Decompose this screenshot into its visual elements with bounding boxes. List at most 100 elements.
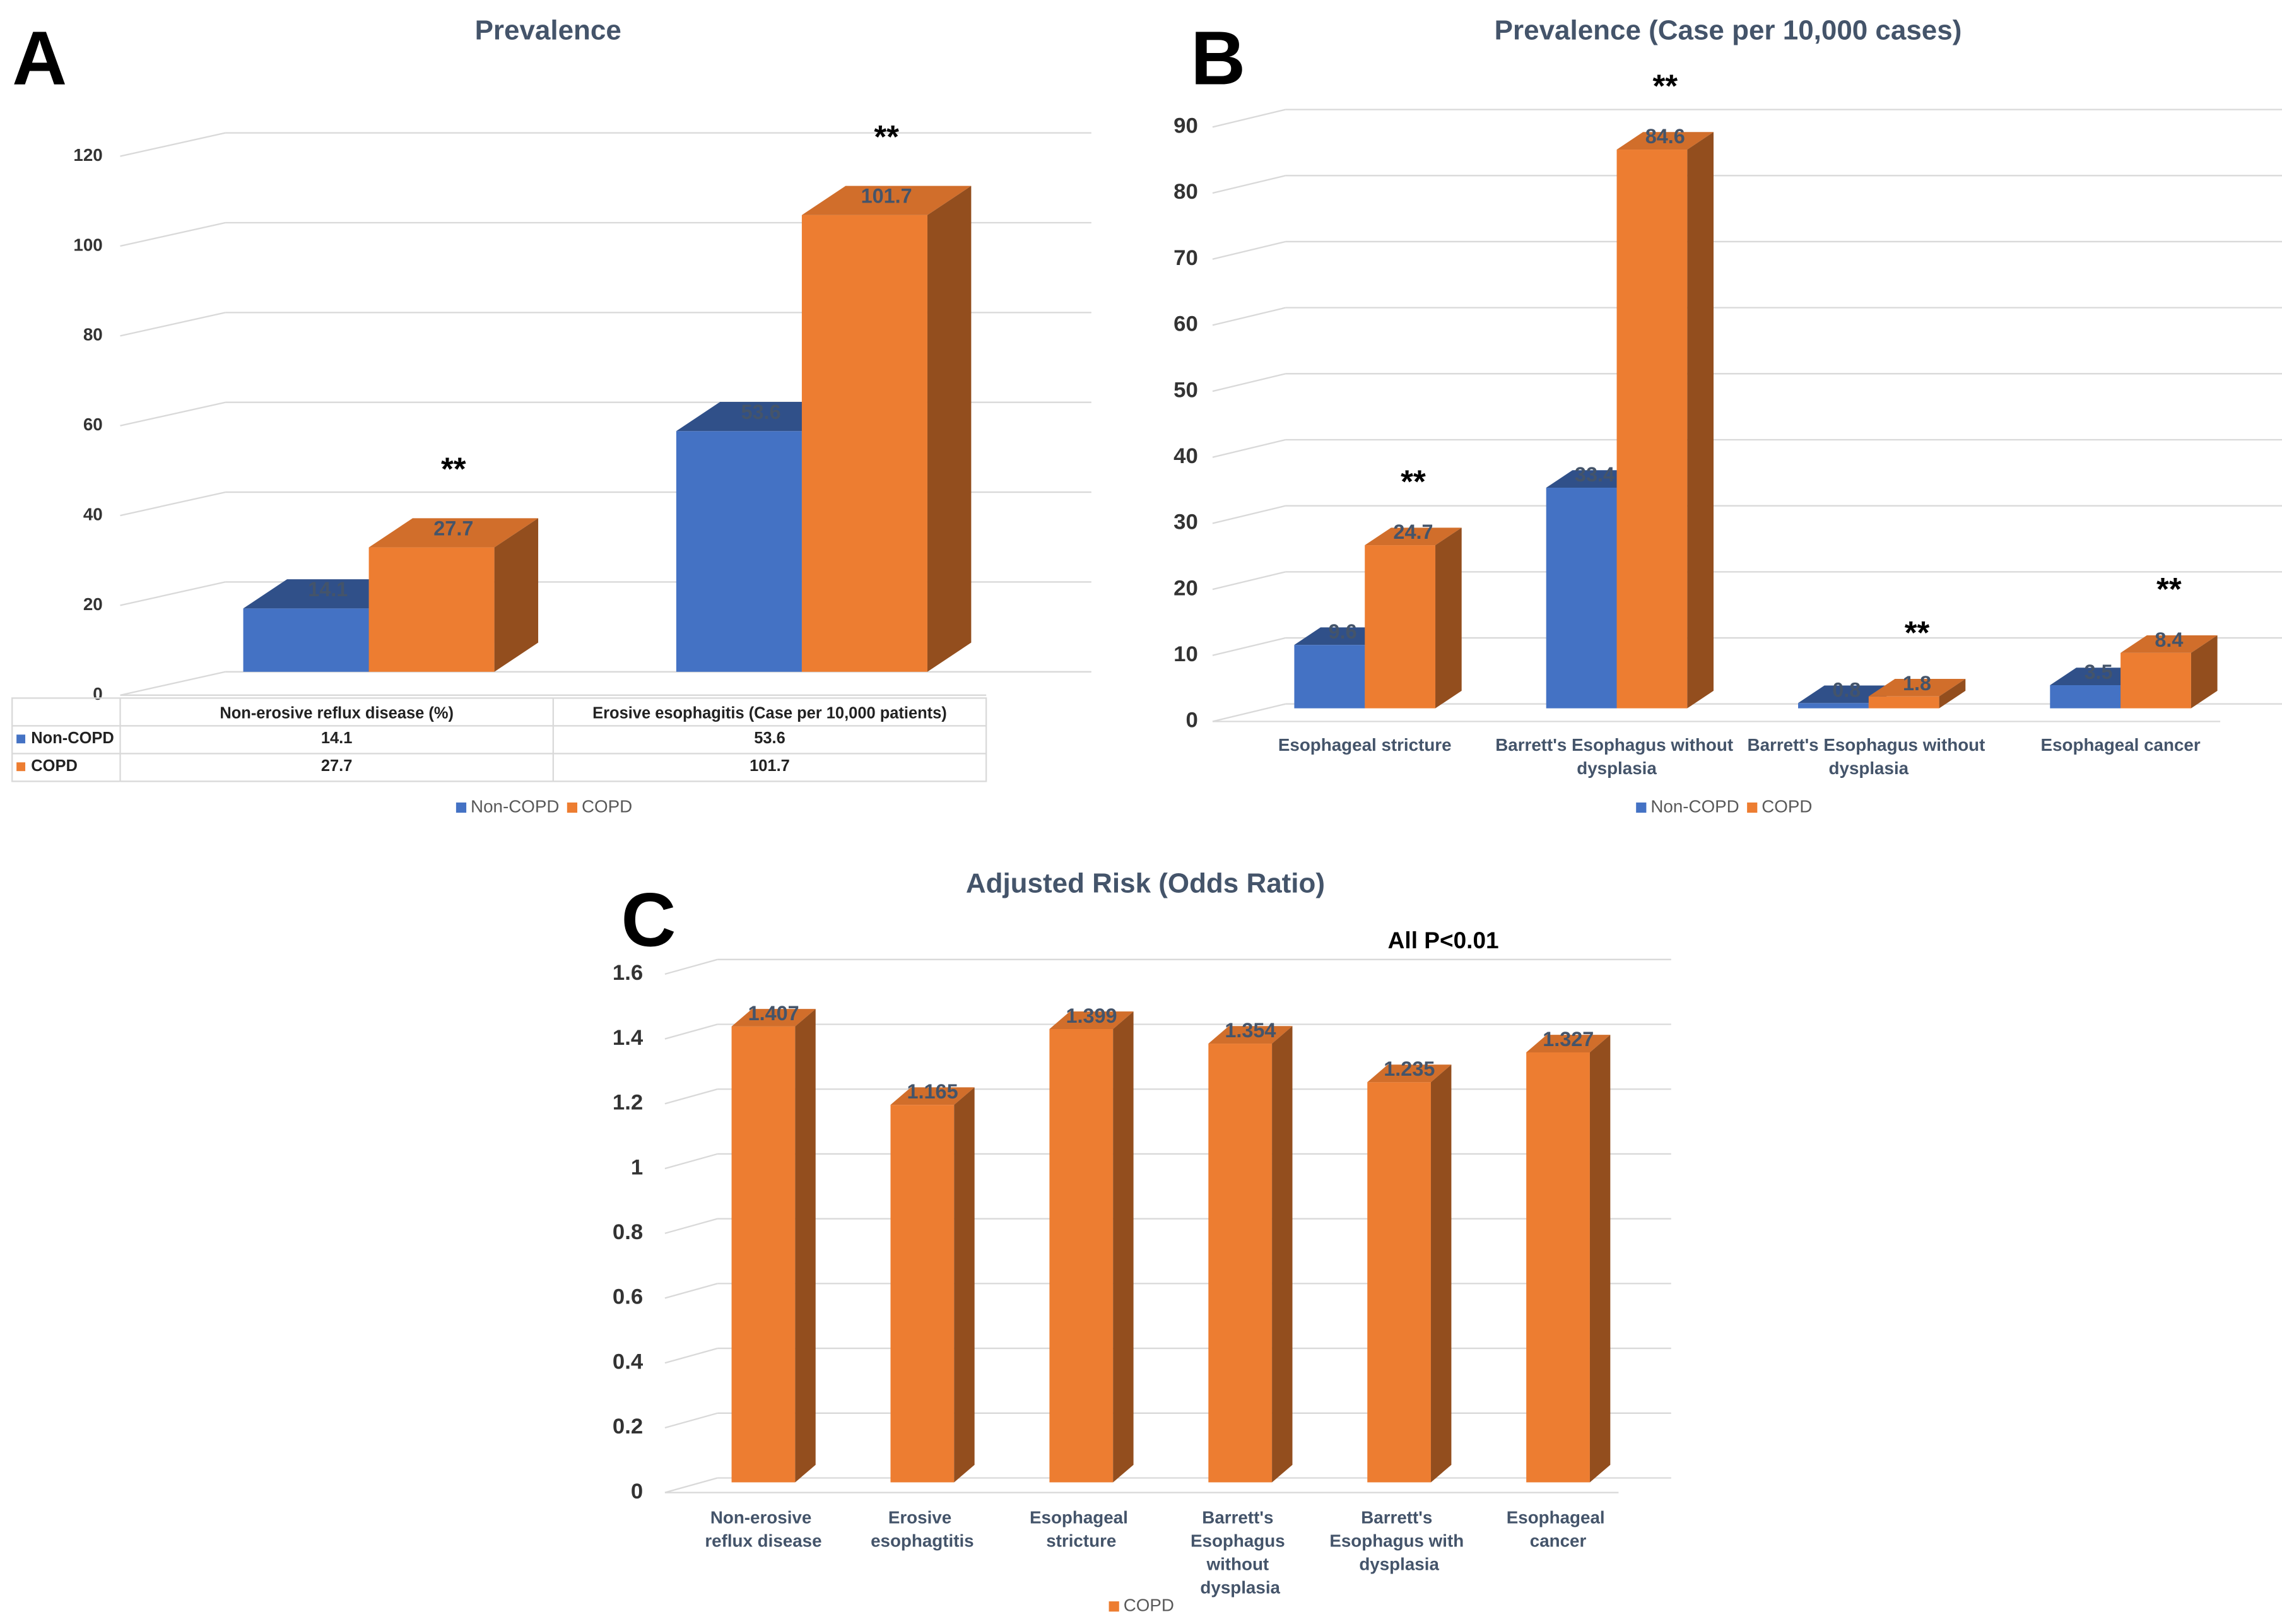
grid-line: [1212, 637, 1286, 656]
data-label: 1.399: [1066, 1004, 1117, 1027]
bar-front: [676, 431, 802, 672]
annotation: All P<0.01: [1388, 927, 1499, 953]
data-table: [11, 697, 987, 782]
y-tick-label: 1: [631, 1155, 643, 1179]
data-label: 0.8: [1832, 678, 1861, 701]
grid-line: [664, 958, 718, 975]
significance-mark: **: [441, 451, 466, 487]
legend-label: COPD: [582, 796, 632, 816]
bar-top: [1616, 132, 1714, 150]
x-tick-label: Barrett's Esophagus without dysplasia: [1495, 735, 1738, 778]
bar-side: [1687, 132, 1714, 709]
y-tick-label: 0.2: [613, 1415, 643, 1439]
data-label: 1.327: [1543, 1028, 1594, 1050]
grid-line: [1212, 571, 1286, 591]
significance-mark: **: [1905, 615, 1930, 650]
grid-line: [120, 132, 226, 157]
grid-line: [664, 1412, 718, 1429]
grid-line: [664, 1088, 718, 1105]
data-label: 27.7: [433, 517, 473, 539]
table-legend-key: [16, 734, 26, 744]
bar-side: [1435, 527, 1462, 709]
data-label: 8.4: [2155, 628, 2183, 651]
bar-front: [243, 608, 369, 672]
y-tick-label: 50: [1173, 378, 1198, 402]
legend-key: [456, 802, 467, 813]
x-tick-label: Esophageal stricture: [1278, 735, 1452, 755]
grid-line: [1212, 373, 1286, 392]
x-tick-label: Esophageal cancer: [1507, 1508, 1610, 1551]
data-label: 1.8: [1903, 672, 1931, 695]
significance-mark: **: [2156, 571, 2182, 607]
y-tick-label: 100: [73, 235, 102, 254]
bar-front: [1546, 488, 1617, 709]
x-tick-label: Esophageal cancer: [2041, 735, 2201, 755]
y-tick-label: 30: [1173, 510, 1198, 534]
grid-line: [664, 1023, 718, 1040]
bar-top: [1868, 679, 1966, 697]
bar-top: [1208, 1026, 1293, 1044]
grid-line: [664, 1477, 718, 1493]
legend-key: [1636, 802, 1647, 813]
table-row-label: COPD: [31, 757, 78, 775]
bar-front: [1616, 150, 1688, 709]
bar-front: [890, 1105, 955, 1483]
y-tick-label: 20: [83, 594, 103, 614]
significance-mark: **: [874, 119, 899, 155]
bar-front: [2050, 685, 2121, 709]
panel-letter: A: [12, 16, 67, 101]
bar-side: [1431, 1064, 1452, 1483]
y-tick-label: 10: [1173, 642, 1198, 666]
bar-top: [890, 1087, 975, 1105]
y-tick-label: 70: [1173, 246, 1198, 270]
data-label: 9.6: [1329, 620, 1357, 643]
data-label: 1.407: [748, 1002, 799, 1025]
legend-label: COPD: [1124, 1596, 1174, 1615]
chart-title: Prevalence: [475, 15, 621, 46]
table-legend-key: [16, 762, 26, 772]
grid-line: [120, 491, 226, 517]
bar-side: [1272, 1026, 1293, 1483]
bar-front: [368, 547, 495, 672]
legend-key: [567, 802, 578, 813]
grid-line: [1212, 240, 1286, 260]
data-label: 14.1: [308, 578, 348, 601]
x-tick-label: Barrett's Esophagus without dysplasia: [1191, 1508, 1290, 1598]
x-tick-label: Esophageal stricture: [1030, 1508, 1133, 1551]
grid-line: [664, 1153, 718, 1170]
x-tick-label: Barrett's Esophagus without dysplasia: [1748, 735, 1991, 778]
legend-label: Non-COPD: [471, 796, 559, 816]
panel-letter: B: [1191, 16, 1245, 101]
y-tick-label: 60: [1173, 312, 1198, 336]
bar-side: [2191, 635, 2218, 709]
y-tick-label: 90: [1173, 114, 1198, 138]
table-cell: 27.7: [321, 757, 353, 775]
y-tick-label: 0: [1185, 709, 1197, 733]
data-label: 53.6: [741, 401, 781, 423]
data-label: 101.7: [861, 185, 912, 208]
bar-top: [731, 1009, 816, 1027]
significance-mark: **: [1401, 463, 1426, 499]
bar-front: [1798, 703, 1869, 709]
bar-top: [801, 185, 972, 215]
y-tick-label: 40: [1173, 444, 1198, 468]
bar-front: [1868, 696, 1939, 709]
bar-top: [2120, 635, 2218, 653]
chart-title: Prevalence (Case per 10,000 cases): [1495, 15, 1962, 46]
table-cell: 53.6: [754, 729, 785, 747]
grid-line: [1212, 703, 1286, 722]
data-label: 1.235: [1384, 1057, 1435, 1080]
grid-line: [120, 581, 226, 606]
y-tick-label: 1.6: [613, 961, 643, 985]
bar-front: [2120, 652, 2191, 709]
data-label: 1.354: [1225, 1019, 1276, 1042]
bar-front: [1365, 545, 1436, 709]
grid-line: [120, 401, 226, 427]
bar-top: [368, 518, 539, 548]
grid-line: [120, 221, 226, 247]
data-label: 24.7: [1393, 521, 1433, 543]
legend-label: Non-COPD: [1650, 796, 1739, 816]
significance-mark: **: [1652, 68, 1678, 103]
y-tick-label: 20: [1173, 576, 1198, 600]
